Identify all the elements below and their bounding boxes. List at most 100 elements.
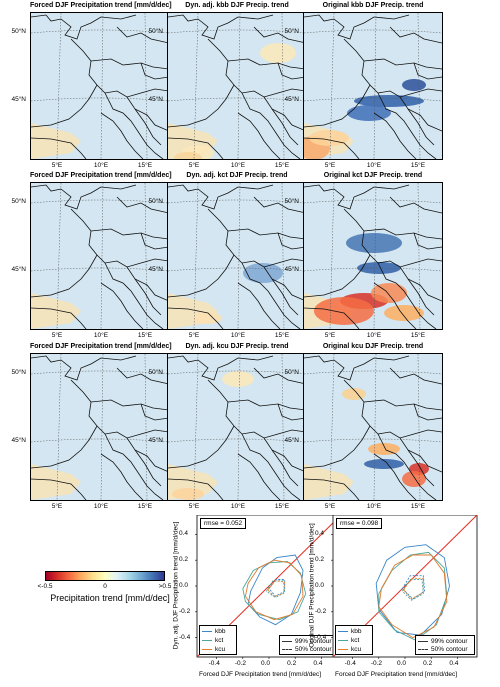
contour-swatch: [418, 640, 428, 642]
legend-label: kbb: [215, 628, 226, 635]
legend-swatch: [202, 630, 212, 632]
colorbar: [45, 571, 165, 581]
latitude-label: 50°N: [11, 369, 26, 376]
latitude-label: 45°N: [284, 96, 299, 103]
y-tick-label: 0.0: [179, 582, 189, 589]
contour-legend-entry: 50% contour: [418, 646, 468, 653]
longitude-label: 5°E: [324, 332, 336, 339]
longitude-label: 5°E: [324, 503, 336, 510]
precip-trend-map: [303, 12, 443, 160]
contour-legend-entry: 99% contour: [418, 638, 468, 645]
legend-swatch: [202, 639, 212, 641]
contour-50-kbb: [401, 575, 426, 600]
contour-legend-entry: 50% contour: [282, 646, 332, 653]
longitude-label: 10°E: [230, 162, 246, 169]
longitude-label: 15°E: [137, 503, 153, 510]
longitude-label: 10°E: [230, 332, 246, 339]
map-canvas: [304, 13, 442, 159]
colorbar-mid-label: 0: [103, 583, 107, 590]
map-panel: Forced DJF Precipitation trend [mm/d/dec…: [11, 2, 171, 172]
precip-trend-map: [30, 353, 170, 501]
map-title: Original kct DJF Precip. trend: [323, 172, 423, 179]
y-tick-label: -0.2: [179, 607, 191, 615]
longitude-label: 15°E: [410, 332, 426, 339]
longitude-label: 10°E: [93, 332, 109, 339]
latitude-label: 50°N: [284, 28, 299, 35]
latitude-label: 50°N: [11, 28, 26, 35]
legend-label: kcu: [215, 646, 226, 653]
x-tick-label: 0.4: [449, 660, 459, 667]
latitude-label: 45°N: [284, 437, 299, 444]
longitude-label: 5°E: [188, 332, 200, 339]
latitude-label: 50°N: [284, 198, 299, 205]
contour-50-kct: [401, 579, 424, 601]
colorbar-min-label: <-0.5: [37, 583, 53, 590]
precip-trend-map: [167, 182, 307, 330]
contour-50-kcu: [403, 577, 424, 600]
contour-99-kbb: [375, 544, 450, 636]
x-tick-label: -0.4: [208, 660, 220, 667]
longitude-label: 15°E: [410, 162, 426, 169]
longitude-label: 15°E: [410, 503, 426, 510]
latitude-label: 45°N: [11, 437, 26, 444]
y-tick-label: -0.4: [315, 633, 327, 641]
map-canvas: [168, 13, 306, 159]
contour-swatch: [282, 648, 292, 650]
precip-trend-map: [303, 353, 443, 501]
longitude-label: 10°E: [93, 162, 109, 169]
latitude-label: 45°N: [284, 266, 299, 273]
contour-swatch: [282, 640, 292, 642]
colorbar-title: Precipitation trend [mm/d/dec]: [50, 593, 170, 603]
y-tick-label: -0.4: [179, 633, 191, 641]
contour-99-kcu: [244, 559, 304, 621]
contour-legend: 99% contour 50% contour: [279, 635, 339, 655]
map-canvas: [31, 354, 169, 500]
legend-swatch: [202, 648, 212, 650]
contour-scatter-chart: rmse = 0.098 -0.4 -0.2 0.0 0.2 0.4 -0.4 -0.2 0.0…: [303, 515, 487, 687]
legend-entry-kbb: kbb: [202, 628, 225, 635]
x-tick-label: 0.0: [261, 660, 271, 667]
map-canvas: [168, 354, 306, 500]
longitude-label: 10°E: [366, 503, 382, 510]
map-panel: Forced DJF Precipitation trend [mm/d/dec…: [11, 343, 171, 513]
legend-label: kct: [351, 637, 360, 644]
precip-trend-map: [167, 353, 307, 501]
series-legend: kbb kct kcu: [199, 625, 237, 655]
contour-legend: 99% contour 50% contour: [415, 635, 475, 655]
map-canvas: [168, 183, 306, 329]
map-title: Original kbb DJF Precip. trend: [322, 2, 424, 9]
contour-legend-label: 99% contour: [295, 638, 332, 645]
colorbar-max-label: >0.5: [158, 583, 172, 590]
map-title: Forced DJF Precipitation trend [mm/d/dec…: [30, 172, 172, 179]
map-title: Original kcu DJF Precip. trend: [322, 343, 424, 350]
latitude-label: 45°N: [148, 437, 163, 444]
longitude-label: 5°E: [324, 162, 336, 169]
contour-scatter-chart: rmse = 0.052 -0.4 -0.2 0.0 0.2 0.4 -0.4 -0.2 0.0…: [167, 515, 351, 687]
x-tick-label: 0.0: [397, 660, 407, 667]
x-tick-label: 0.2: [287, 660, 297, 667]
x-tick-label: -0.2: [370, 660, 383, 667]
longitude-label: 15°E: [137, 162, 153, 169]
latitude-label: 50°N: [148, 198, 163, 205]
map-panel: Original kcu DJF Precip. trend 50°N 45°N 5°…: [284, 343, 443, 513]
longitude-label: 10°E: [93, 503, 109, 510]
map-panel: Forced DJF Precipitation trend [mm/d/dec…: [11, 172, 172, 342]
map-canvas: [304, 183, 442, 329]
longitude-label: 5°E: [51, 503, 63, 510]
precip-trend-map: [30, 182, 170, 330]
latitude-label: 50°N: [148, 28, 163, 35]
legend-entry-kct: kct: [338, 637, 359, 644]
map-title: Dyn. adj. kcu DJF Precip. trend: [185, 343, 289, 350]
longitude-label: 15°E: [274, 162, 290, 169]
legend-swatch: [338, 648, 348, 650]
legend-label: kcu: [351, 646, 362, 653]
contour-legend-label: 50% contour: [295, 646, 332, 653]
legend-entry-kbb: kbb: [338, 628, 361, 635]
precip-trend-map: [30, 12, 170, 160]
longitude-label: 5°E: [188, 162, 200, 169]
map-title: Dyn. adj. kct DJF Precip. trend: [186, 172, 288, 179]
longitude-label: 10°E: [366, 332, 382, 339]
longitude-label: 5°E: [51, 162, 63, 169]
longitude-label: 10°E: [366, 162, 382, 169]
longitude-label: 15°E: [274, 332, 290, 339]
